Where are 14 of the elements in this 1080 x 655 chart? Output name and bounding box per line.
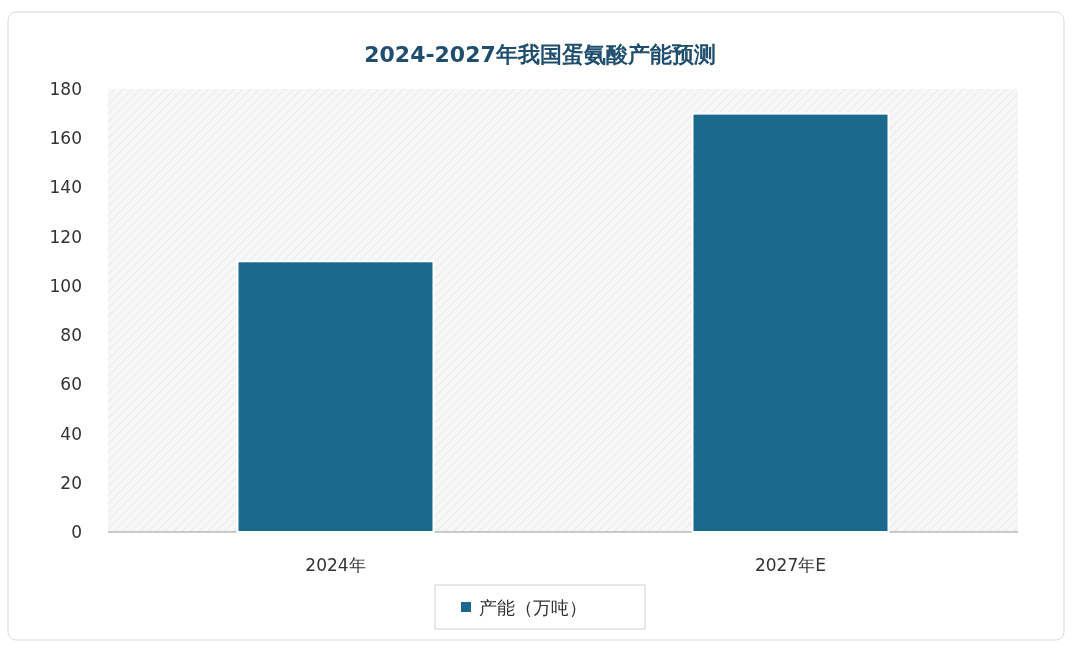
x-tick-label: 2024年 — [305, 555, 366, 575]
y-tick-label: 180 — [49, 79, 82, 99]
y-tick-label: 140 — [49, 177, 82, 198]
y-tick-label: 100 — [49, 275, 82, 296]
y-tick-label: 20 — [60, 472, 82, 493]
y-tick-label: 80 — [60, 325, 82, 346]
legend-label: 产能（万吨） — [479, 597, 587, 618]
x-tick-label: 2027年E — [754, 555, 827, 575]
y-tick-label: 120 — [49, 226, 82, 247]
y-tick-label: 40 — [60, 423, 82, 444]
y-tick-label: 160 — [49, 128, 82, 149]
y-tick-label: 60 — [60, 374, 82, 395]
chart-title: 2024-2027年我国蛋氨酸产能预测 — [364, 42, 716, 67]
y-tick-label: 0 — [71, 522, 82, 542]
